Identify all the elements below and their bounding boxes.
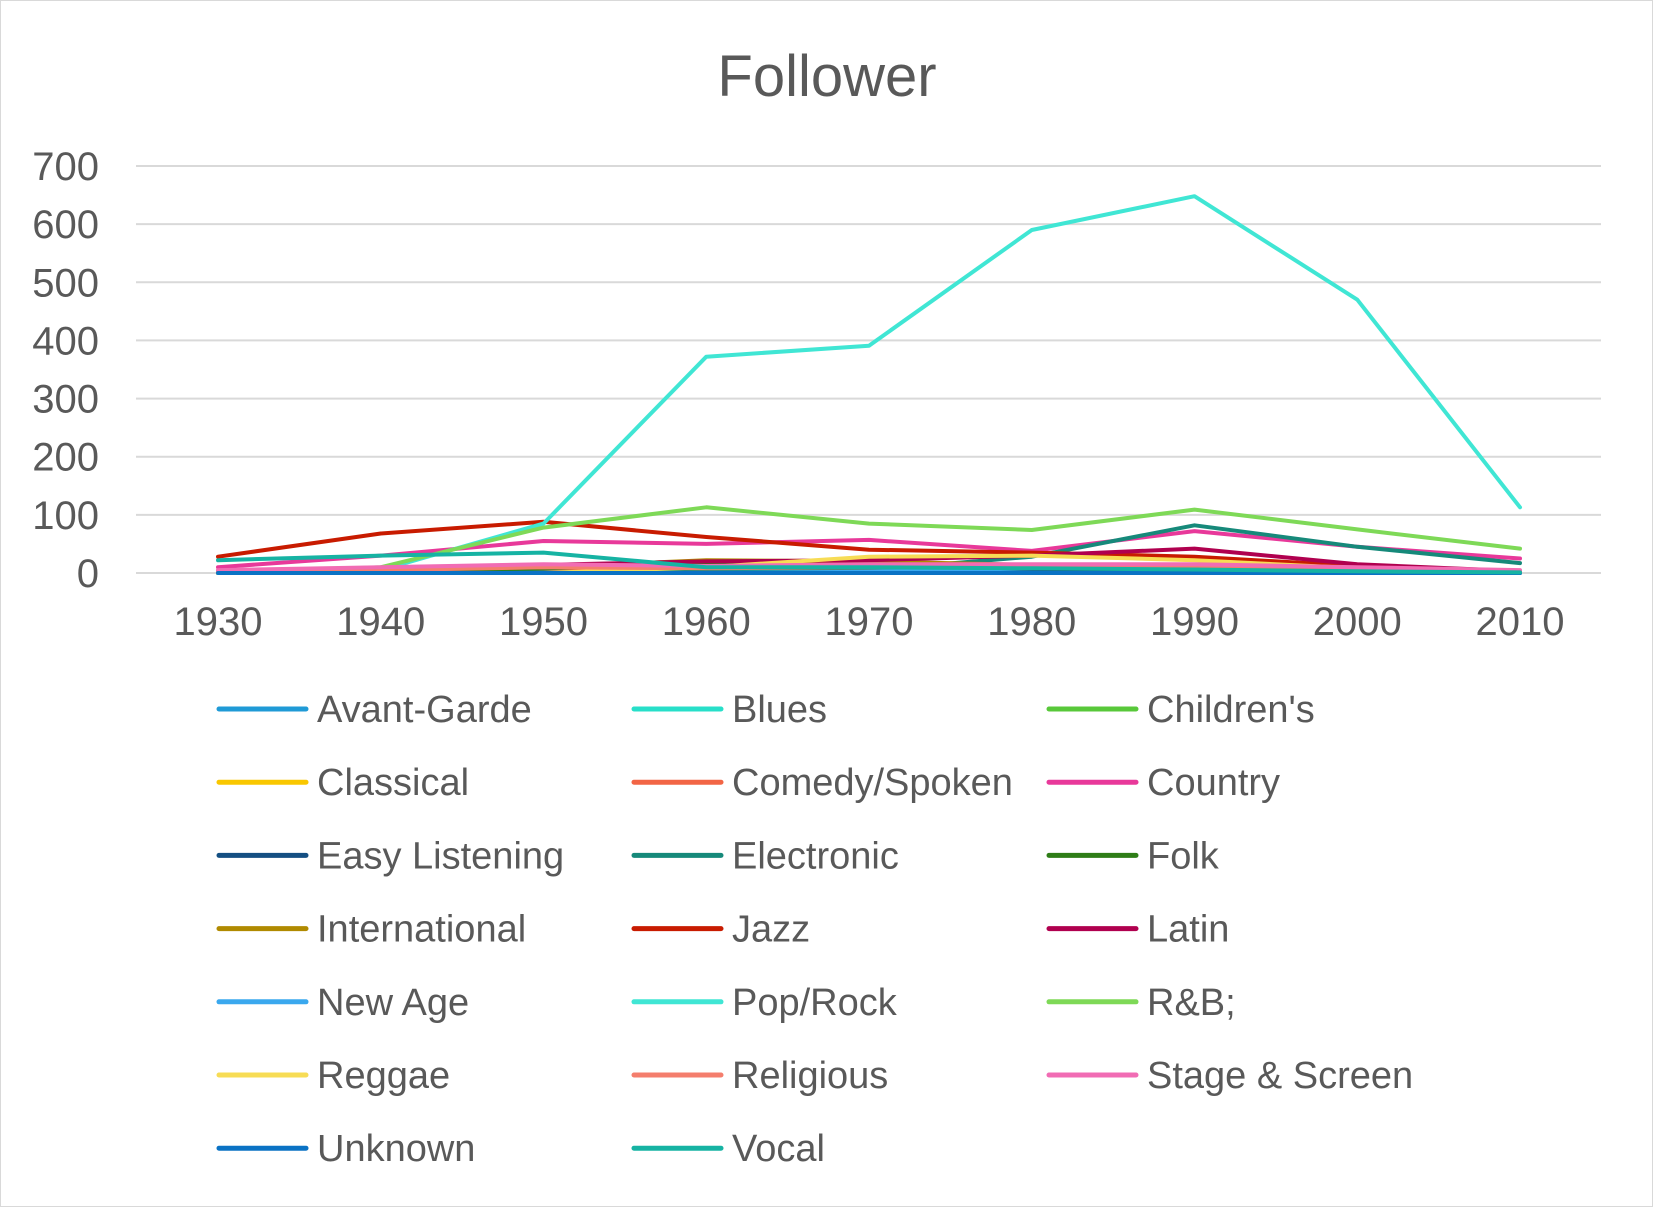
legend-item-new-age: New Age: [216, 982, 469, 1024]
y-tick-label: 500: [32, 261, 99, 305]
series-lines: [216, 194, 1522, 575]
legend-label: Classical: [317, 762, 469, 804]
legend-label: Avant-Garde: [317, 689, 532, 731]
x-tick-label: 1990: [1150, 600, 1239, 644]
series-line-vocal: [216, 550, 1522, 575]
y-tick-label: 0: [77, 552, 99, 596]
y-tick-label: 400: [32, 319, 99, 363]
legend-label: Folk: [1147, 835, 1220, 877]
series-line-stage-screen: [216, 562, 1522, 573]
legend-item-blues: Blues: [631, 689, 827, 731]
legend-item-unknown: Unknown: [216, 1128, 475, 1170]
legend-item-jazz: Jazz: [631, 909, 810, 951]
x-tick-label: 2000: [1313, 600, 1402, 644]
legend: Avant-Garde Blues Children's Classical Comed…: [216, 689, 1413, 1170]
y-tick-label: 600: [32, 203, 99, 247]
x-tick-label: 1950: [499, 600, 588, 644]
legend-item-children-s: Children's: [1046, 689, 1315, 731]
series-line-pop-rock: [216, 194, 1522, 575]
x-tick-label: 1970: [825, 600, 914, 644]
legend-item-classical: Classical: [216, 762, 469, 804]
legend-item-international: International: [216, 909, 526, 951]
legend-label: Country: [1147, 762, 1280, 804]
legend-item-comedy-spoken: Comedy/Spoken: [631, 762, 1013, 804]
legend-label: Comedy/Spoken: [732, 762, 1013, 804]
x-tick-label: 1930: [174, 600, 263, 644]
x-tick-label: 1960: [662, 600, 751, 644]
legend-item-r-b: R&B;: [1046, 982, 1236, 1024]
y-tick-label: 200: [32, 436, 99, 480]
x-tick-label: 1940: [336, 600, 425, 644]
gridlines: [136, 165, 1601, 574]
legend-item-easy-listening: Easy Listening: [216, 835, 564, 877]
legend-item-folk: Folk: [1046, 835, 1220, 877]
legend-label: Latin: [1147, 909, 1229, 951]
legend-label: Easy Listening: [317, 835, 564, 877]
legend-label: Children's: [1147, 689, 1315, 731]
legend-item-vocal: Vocal: [631, 1128, 825, 1170]
chart-title: Follower: [717, 44, 936, 109]
legend-label: Reggae: [317, 1055, 450, 1097]
legend-item-stage-screen: Stage & Screen: [1046, 1055, 1413, 1097]
legend-item-avant-garde: Avant-Garde: [216, 689, 532, 731]
legend-item-religious: Religious: [631, 1055, 888, 1097]
legend-label: International: [317, 909, 526, 951]
legend-item-country: Country: [1046, 762, 1280, 804]
legend-label: Electronic: [732, 835, 899, 877]
legend-item-reggae: Reggae: [216, 1055, 450, 1097]
legend-label: Vocal: [732, 1128, 825, 1170]
y-tick-label: 300: [32, 378, 99, 422]
legend-label: Religious: [732, 1055, 888, 1097]
legend-item-latin: Latin: [1046, 909, 1229, 951]
legend-label: R&B;: [1147, 982, 1236, 1024]
y-tick-label: 100: [32, 494, 99, 538]
legend-label: Unknown: [317, 1128, 475, 1170]
legend-label: Blues: [732, 689, 827, 731]
series-line-jazz: [216, 519, 1522, 574]
legend-item-pop-rock: Pop/Rock: [631, 982, 898, 1024]
legend-item-electronic: Electronic: [631, 835, 899, 877]
legend-label: Stage & Screen: [1147, 1055, 1413, 1097]
x-tick-label: 1980: [987, 600, 1076, 644]
y-tick-label: 700: [32, 145, 99, 189]
legend-label: New Age: [317, 982, 469, 1024]
legend-label: Pop/Rock: [732, 982, 898, 1024]
x-axis-ticks: 1930 1940 1950 1960 1970 1980 1990 2000 2010: [174, 600, 1565, 644]
legend-label: Jazz: [732, 909, 810, 951]
x-tick-label: 2010: [1476, 600, 1565, 644]
y-axis-ticks: 0 100 200 300 400 500 600 700: [32, 145, 99, 596]
